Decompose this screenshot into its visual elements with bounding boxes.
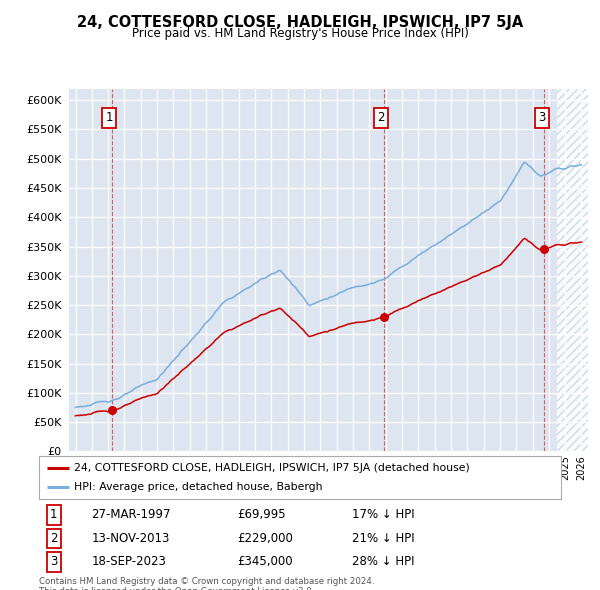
Text: 24, COTTESFORD CLOSE, HADLEIGH, IPSWICH, IP7 5JA: 24, COTTESFORD CLOSE, HADLEIGH, IPSWICH,… — [77, 15, 523, 30]
Text: 17% ↓ HPI: 17% ↓ HPI — [352, 508, 415, 522]
Text: Contains HM Land Registry data © Crown copyright and database right 2024.
This d: Contains HM Land Registry data © Crown c… — [39, 577, 374, 590]
Text: 18-SEP-2023: 18-SEP-2023 — [91, 555, 166, 569]
Text: £229,000: £229,000 — [238, 532, 293, 545]
Text: 3: 3 — [50, 555, 58, 569]
Text: 27-MAR-1997: 27-MAR-1997 — [91, 508, 170, 522]
Text: 21% ↓ HPI: 21% ↓ HPI — [352, 532, 415, 545]
Text: 2: 2 — [377, 112, 385, 124]
Text: 1: 1 — [106, 112, 113, 124]
Text: Price paid vs. HM Land Registry's House Price Index (HPI): Price paid vs. HM Land Registry's House … — [131, 27, 469, 40]
Text: HPI: Average price, detached house, Babergh: HPI: Average price, detached house, Babe… — [74, 482, 323, 492]
Text: 13-NOV-2013: 13-NOV-2013 — [91, 532, 170, 545]
Text: 3: 3 — [538, 112, 545, 124]
Text: 2: 2 — [50, 532, 58, 545]
Bar — [557, 88, 600, 451]
Text: 28% ↓ HPI: 28% ↓ HPI — [352, 555, 415, 569]
Text: £69,995: £69,995 — [238, 508, 286, 522]
Text: 1: 1 — [50, 508, 58, 522]
Text: £345,000: £345,000 — [238, 555, 293, 569]
Text: 24, COTTESFORD CLOSE, HADLEIGH, IPSWICH, IP7 5JA (detached house): 24, COTTESFORD CLOSE, HADLEIGH, IPSWICH,… — [74, 463, 470, 473]
